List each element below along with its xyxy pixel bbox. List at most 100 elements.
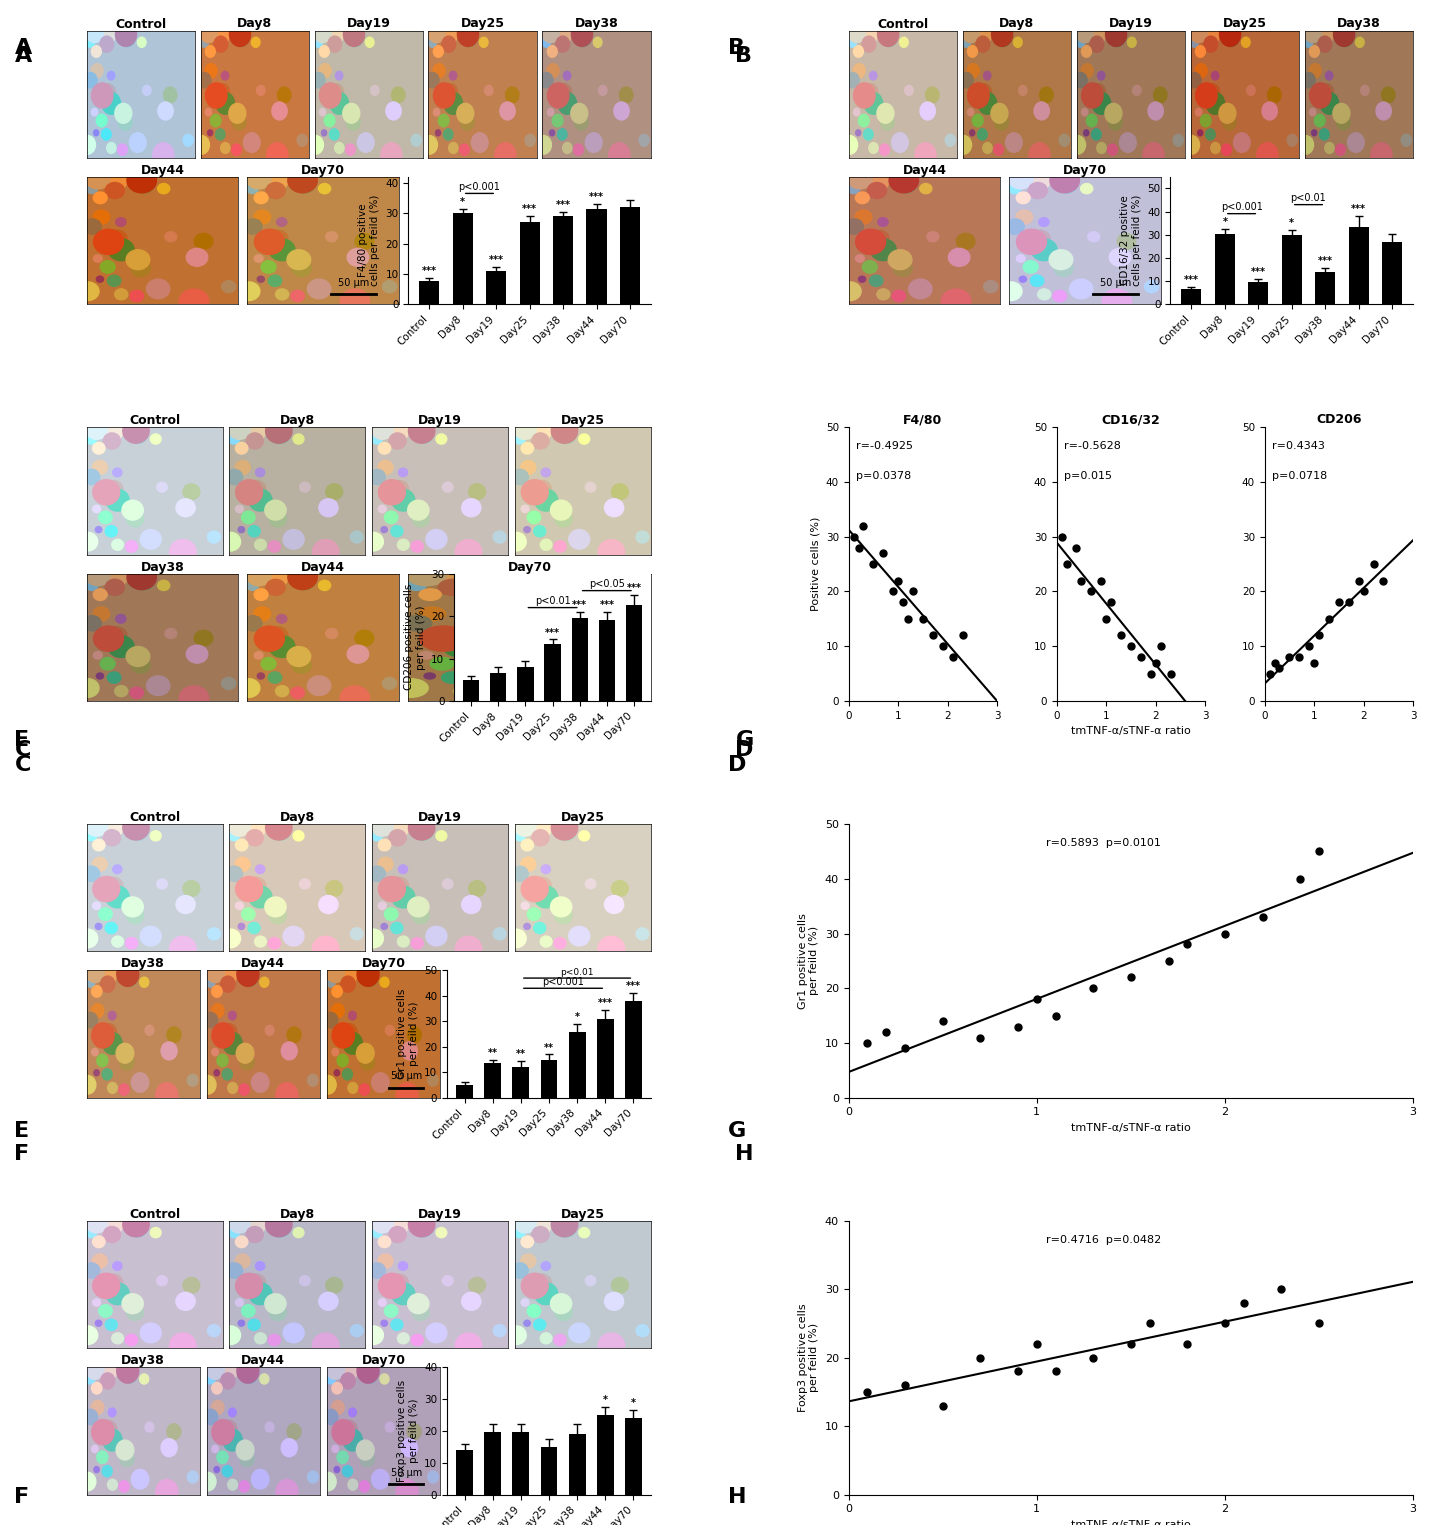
Circle shape [1184, 136, 1200, 154]
Circle shape [118, 143, 127, 156]
Circle shape [890, 168, 919, 192]
Circle shape [130, 290, 144, 302]
Circle shape [1206, 84, 1220, 101]
Circle shape [441, 673, 463, 683]
Circle shape [926, 87, 939, 102]
Circle shape [598, 1333, 624, 1357]
Point [891, 590, 914, 615]
Circle shape [131, 657, 150, 673]
Circle shape [97, 114, 107, 127]
Circle shape [881, 27, 898, 47]
Y-axis label: Foxp3 positive cells
per feild (%): Foxp3 positive cells per feild (%) [797, 1304, 819, 1412]
Circle shape [412, 825, 424, 837]
Circle shape [593, 37, 601, 47]
Circle shape [554, 1334, 567, 1345]
Bar [512, 1068, 529, 1098]
Circle shape [968, 64, 979, 78]
Circle shape [162, 1438, 177, 1456]
Circle shape [270, 820, 291, 840]
Circle shape [534, 923, 545, 933]
Circle shape [127, 429, 138, 441]
Circle shape [418, 607, 446, 621]
Circle shape [535, 136, 551, 154]
Title: Day70: Day70 [362, 1354, 405, 1368]
Circle shape [574, 32, 584, 44]
Text: r=0.4343: r=0.4343 [1272, 441, 1325, 451]
Circle shape [232, 32, 242, 44]
Circle shape [534, 480, 551, 497]
Circle shape [94, 651, 102, 659]
Circle shape [541, 1261, 551, 1270]
Circle shape [332, 985, 342, 997]
Circle shape [555, 1217, 577, 1237]
Circle shape [254, 589, 268, 601]
Circle shape [326, 1374, 336, 1385]
Circle shape [469, 1278, 486, 1293]
Circle shape [551, 897, 572, 917]
Circle shape [329, 128, 339, 140]
Circle shape [300, 878, 310, 889]
Circle shape [412, 1304, 430, 1321]
Circle shape [212, 24, 229, 44]
Point [1257, 662, 1280, 686]
Circle shape [598, 936, 624, 961]
Circle shape [378, 442, 391, 454]
Circle shape [1038, 218, 1048, 226]
Circle shape [385, 1305, 398, 1318]
Circle shape [521, 461, 536, 474]
Circle shape [1195, 64, 1207, 78]
Circle shape [101, 1214, 123, 1235]
Circle shape [363, 929, 384, 947]
Circle shape [123, 500, 143, 520]
Point [1214, 1312, 1237, 1336]
Circle shape [270, 825, 281, 837]
Circle shape [349, 1011, 356, 1020]
Circle shape [320, 1075, 336, 1093]
Circle shape [268, 274, 281, 287]
Circle shape [118, 1481, 130, 1491]
Y-axis label: Positive cells (%): Positive cells (%) [810, 517, 820, 612]
Circle shape [102, 93, 121, 114]
Circle shape [1337, 114, 1350, 130]
Circle shape [208, 130, 212, 136]
Title: Day44: Day44 [903, 163, 946, 177]
Circle shape [551, 418, 578, 444]
Circle shape [350, 927, 363, 939]
Text: r=0.4716  p=0.0482: r=0.4716 p=0.0482 [1047, 1235, 1161, 1244]
Text: F: F [14, 1487, 29, 1507]
Circle shape [97, 1054, 108, 1067]
Text: C: C [14, 740, 30, 759]
Circle shape [1031, 239, 1057, 261]
Title: Control: Control [128, 1208, 180, 1222]
Circle shape [1082, 108, 1087, 116]
Circle shape [512, 866, 528, 881]
Title: Control: Control [128, 415, 180, 427]
Point [1270, 1276, 1293, 1301]
Circle shape [101, 421, 123, 442]
Circle shape [493, 531, 506, 543]
Circle shape [326, 1359, 345, 1379]
Circle shape [408, 897, 428, 917]
Circle shape [1288, 134, 1298, 146]
Circle shape [107, 274, 121, 287]
Circle shape [1082, 64, 1093, 78]
Circle shape [574, 143, 583, 156]
Bar [598, 621, 614, 702]
Circle shape [433, 567, 473, 589]
Circle shape [340, 686, 369, 711]
Circle shape [639, 134, 649, 146]
Circle shape [228, 1083, 238, 1093]
Circle shape [1050, 250, 1073, 270]
Circle shape [477, 688, 499, 698]
Circle shape [179, 290, 209, 314]
Circle shape [1347, 133, 1364, 152]
Circle shape [1262, 102, 1278, 120]
Title: F4/80: F4/80 [903, 413, 943, 425]
Circle shape [115, 104, 131, 124]
Circle shape [265, 1025, 274, 1035]
Circle shape [270, 424, 291, 444]
Circle shape [457, 21, 479, 46]
Circle shape [85, 816, 108, 836]
Circle shape [995, 114, 1008, 130]
Circle shape [1304, 37, 1312, 47]
